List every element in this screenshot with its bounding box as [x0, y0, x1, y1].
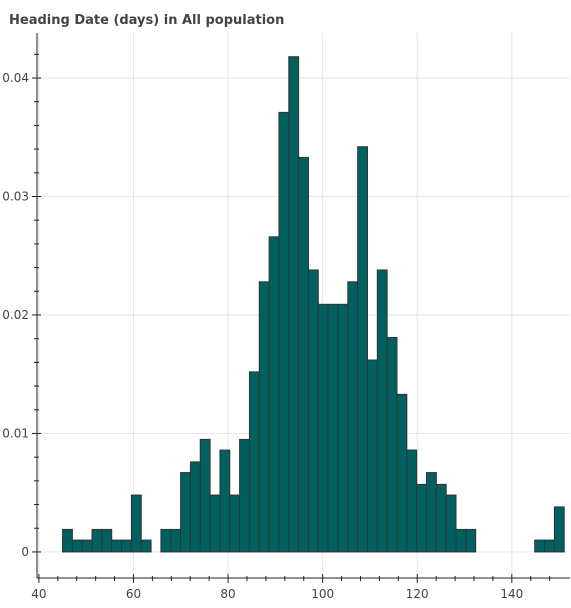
- histogram-bar: [219, 449, 231, 553]
- histogram-bar: [189, 461, 201, 553]
- x-tick-label: 80: [220, 587, 235, 601]
- histogram-bar: [426, 472, 437, 553]
- histogram-bar: [199, 438, 211, 553]
- histogram-bar: [337, 303, 349, 553]
- histogram-bar: [386, 336, 398, 553]
- histogram-bar: [465, 528, 477, 553]
- x-tick-label: 140: [500, 587, 523, 601]
- histogram-bar: [101, 528, 113, 553]
- histogram-bar: [268, 236, 280, 553]
- histogram-bar: [416, 483, 428, 553]
- y-tick-label: 0.03: [2, 190, 29, 204]
- histogram-bar: [71, 539, 83, 553]
- histogram-bar: [81, 539, 93, 553]
- histogram-bar: [209, 494, 221, 553]
- histogram-bar: [62, 528, 73, 553]
- histogram-bar: [396, 393, 408, 553]
- histogram-bar: [534, 539, 546, 553]
- ticks: 40 60 80 100 120 140 0 0.01 0.02 0.03 0.04: [2, 53, 551, 601]
- histogram-bar: [229, 494, 241, 553]
- histogram-bar: [327, 303, 339, 553]
- x-tick-label: 40: [31, 587, 46, 601]
- histogram-bar: [544, 539, 555, 553]
- histogram-bar: [248, 371, 260, 553]
- histogram-bar: [317, 303, 329, 553]
- histogram-bar: [455, 528, 467, 553]
- y-tick-label: 0.04: [2, 71, 29, 85]
- histogram-bar: [91, 528, 103, 553]
- histogram-bar: [288, 56, 300, 553]
- histogram-bar: [366, 359, 378, 553]
- y-tick-label: 0.02: [2, 308, 29, 322]
- histogram-bar: [130, 494, 142, 553]
- histogram-bar: [298, 156, 309, 553]
- x-tick-label: 120: [406, 587, 429, 601]
- histogram-bar: [347, 281, 359, 553]
- histogram-bar: [111, 539, 123, 553]
- histogram-bar: [357, 146, 368, 553]
- histogram-bar: [553, 506, 565, 553]
- histogram-bar: [160, 528, 172, 553]
- histogram-bar: [170, 528, 182, 553]
- x-tick-label: 60: [126, 587, 141, 601]
- histogram-bar: [435, 483, 447, 553]
- histogram-bar: [180, 472, 191, 553]
- histogram-bar: [278, 111, 290, 553]
- histogram-bar: [445, 494, 457, 553]
- histogram-bar: [406, 449, 418, 553]
- bars: [62, 56, 565, 553]
- histogram-bar: [307, 269, 319, 553]
- y-tick-label: 0.01: [2, 426, 29, 440]
- histogram-bar: [376, 269, 388, 553]
- histogram-bar: [140, 539, 152, 553]
- histogram-bar: [239, 438, 250, 553]
- y-tick-label: 0: [21, 545, 29, 559]
- histogram-bar: [258, 281, 270, 553]
- x-tick-label: 100: [311, 587, 334, 601]
- chart-title: Heading Date (days) in All population: [9, 13, 285, 28]
- histogram-bar: [121, 539, 132, 553]
